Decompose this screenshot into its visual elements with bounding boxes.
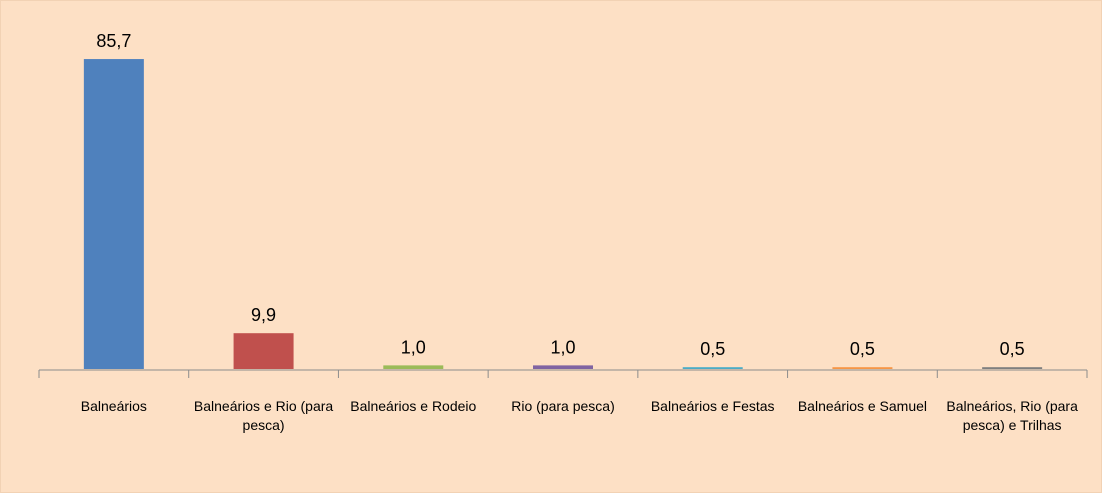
- bar: [682, 367, 743, 369]
- value-label: 1,0: [401, 337, 426, 357]
- x-tick-label: Rio (para pesca): [511, 398, 615, 414]
- bar: [832, 367, 893, 369]
- x-tick-label: Balneários e Rodeio: [350, 398, 477, 414]
- x-tick-label: Balneários, Rio (para pesca) e Trilhas: [946, 398, 1078, 433]
- x-tick-label: Balneários e Samuel: [797, 398, 928, 414]
- bar: [83, 59, 144, 369]
- bar: [533, 365, 593, 369]
- bar: [982, 367, 1043, 369]
- bar: [233, 333, 294, 369]
- value-label: 1,0: [550, 337, 575, 357]
- bar: [383, 365, 444, 369]
- value-label: 85,7: [96, 31, 131, 51]
- x-tick-label: Balneários e Festas: [650, 398, 775, 414]
- x-tick-label: Balneários e Rio (para pesca): [193, 398, 334, 433]
- value-label: 0,5: [850, 339, 875, 359]
- x-tick-label: Balneários: [80, 398, 147, 414]
- value-label: 0,5: [1000, 339, 1025, 359]
- value-label: 0,5: [700, 339, 725, 359]
- value-label: 9,9: [251, 305, 276, 325]
